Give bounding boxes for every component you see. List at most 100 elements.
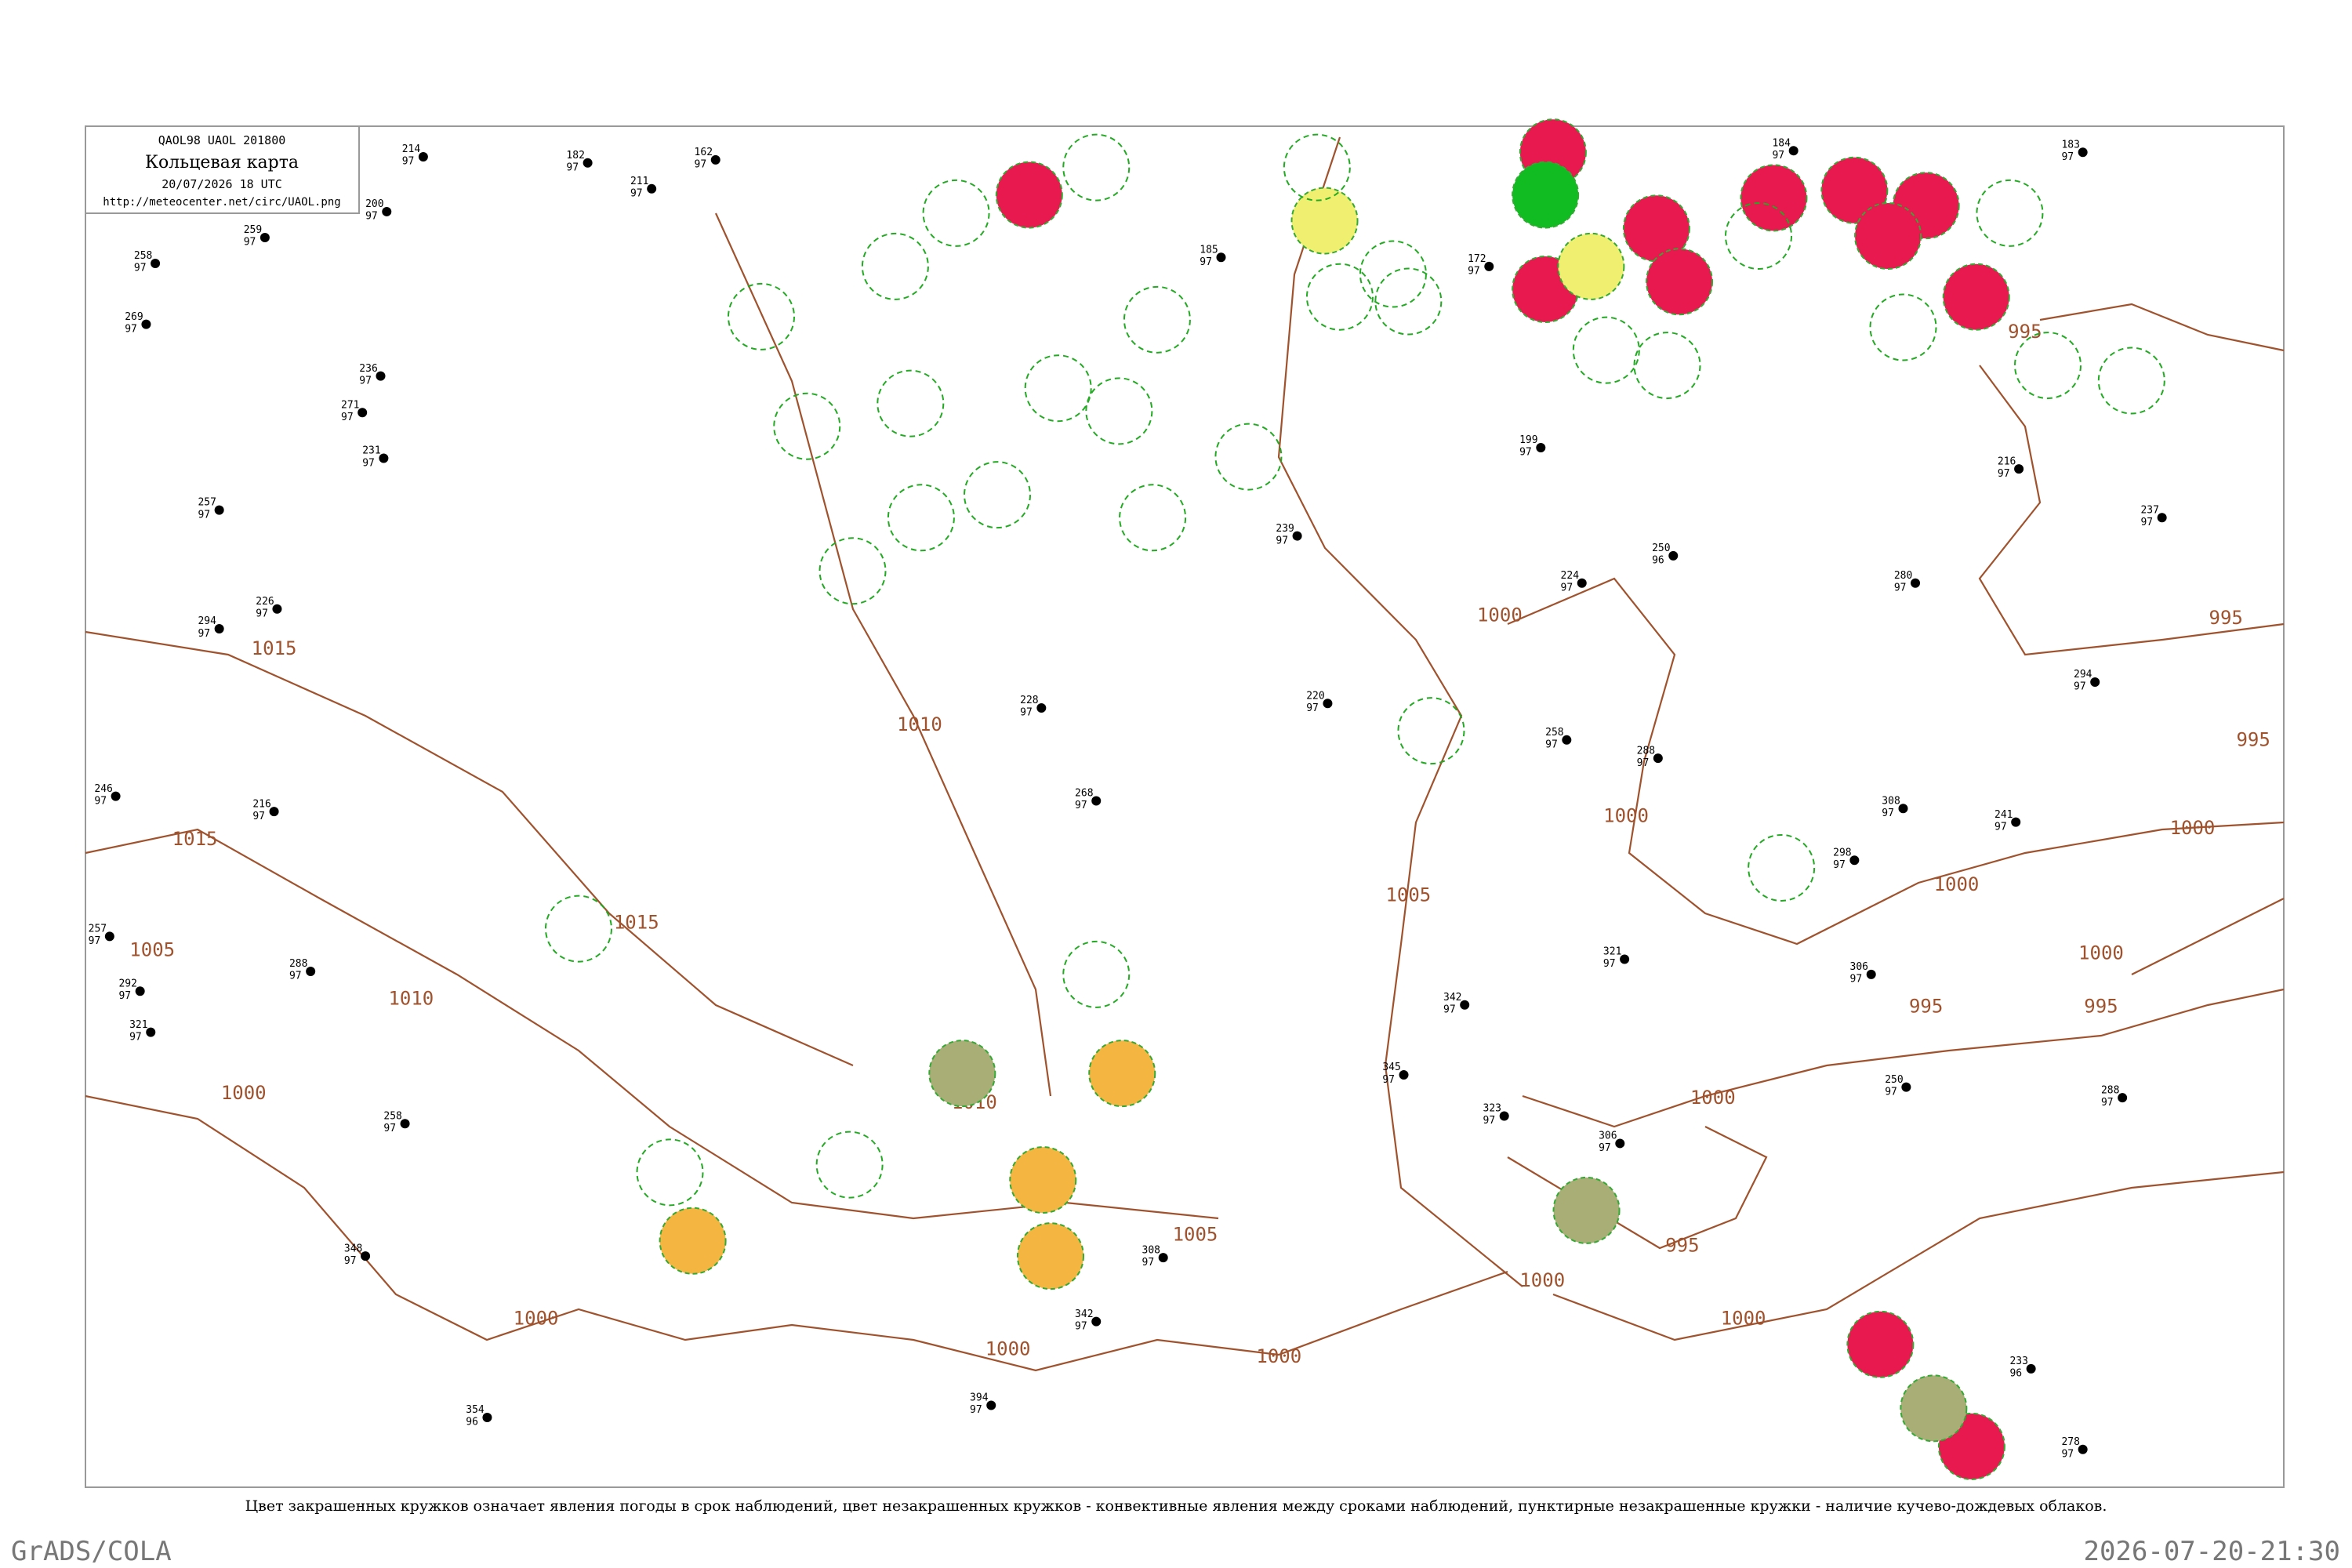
station-value: 185 [1200,244,1218,256]
station-dot [1620,954,1630,964]
station-dot [306,966,316,976]
station-value: 97 [2101,1097,2114,1109]
station-value: 172 [1468,253,1486,265]
cb-circle [922,179,990,247]
station-value: 321 [129,1019,147,1031]
station-dot [418,152,428,162]
station-dot [111,791,121,801]
station-value: 228 [1020,695,1038,706]
station-value: 97 [1276,535,1288,546]
station-value: 97 [1519,447,1532,459]
station-value: 321 [1603,946,1621,958]
isobar [714,212,1052,1097]
station-value: 258 [383,1110,401,1122]
station-dot [2014,464,2024,474]
station-value: 97 [1850,974,1863,985]
station-value: 97 [566,162,579,174]
station-dot [272,604,282,614]
station-value: 97 [198,628,210,640]
station-value: 97 [359,375,372,387]
cb-circle [1572,316,1640,384]
cb-circle [1976,179,2044,247]
cb-circle [728,282,795,350]
station-value: 97 [1994,821,2007,833]
station-dot [482,1413,492,1423]
cb-circle [773,392,841,460]
station-value: 97 [125,323,137,335]
station-dot [358,408,368,418]
isobar-label: 1000 [1690,1087,1736,1109]
station-dot [2090,677,2100,688]
station-value: 97 [1561,582,1573,593]
weather-circle [659,1207,727,1275]
isobar-label: 1000 [2170,817,2216,839]
station-value: 97 [1998,468,2010,480]
weather-circle [1854,202,1922,270]
station-dot [1091,1316,1102,1327]
station-dot [260,232,270,242]
cb-circle [964,461,1032,529]
cb-circle [1062,133,1131,201]
station-value: 96 [2009,1368,2022,1380]
cb-circle [1123,285,1191,354]
station-value: 306 [1850,961,1868,973]
station-dot [1292,531,1302,541]
station-value: 269 [125,311,143,323]
station-dot [1562,735,1572,745]
station-dot [2026,1363,2036,1374]
station-value: 97 [256,608,268,620]
station-value: 97 [198,509,210,521]
weather-circle [1900,1374,1968,1443]
station-value: 97 [289,971,302,982]
weather-circle [1820,156,1889,224]
station-value: 97 [89,935,101,947]
isobar [2131,898,2285,975]
station-value: 97 [383,1123,396,1134]
station-dot [1499,1111,1509,1121]
station-value: 97 [1772,150,1784,162]
station-value: 200 [365,198,383,210]
isobar-label: 995 [2236,729,2270,751]
station-value: 162 [695,147,713,158]
station-value: 308 [1142,1244,1160,1256]
isobar-label: 1015 [614,912,659,934]
isobar-label: 995 [2209,607,2243,629]
station-value: 257 [198,497,216,509]
isobar-label: 1005 [129,939,175,961]
station-dot [1158,1253,1168,1263]
station-value: 237 [2140,504,2158,516]
footer-right: 2026-07-20-21:30 [2083,1536,2340,1567]
station-dot [151,258,161,268]
station-value: 97 [1882,808,1894,819]
station-value: 97 [94,795,107,807]
station-value: 97 [252,811,265,822]
isobar-label: 1000 [1256,1345,1301,1367]
isobar-label: 1015 [252,637,297,659]
isobar-label: 1010 [388,988,434,1010]
station-value: 220 [1306,690,1324,702]
station-value: 97 [134,263,147,274]
cb-circle [1214,423,1283,491]
station-value: 97 [1200,256,1212,268]
isobar-label: 1000 [221,1082,267,1104]
station-dot [135,986,145,996]
station-value: 288 [289,958,307,970]
isobar [1522,988,2285,1128]
station-value: 97 [362,457,375,469]
station-value: 97 [1603,958,1616,970]
station-value: 96 [466,1417,478,1428]
isobar [2039,303,2285,352]
isobar-label: 995 [1909,995,1943,1017]
station-value: 342 [1075,1308,1093,1320]
station-value: 216 [252,798,270,810]
station-value: 97 [1142,1257,1155,1269]
station-dot [382,206,392,216]
cb-circle [1305,263,1374,331]
isobar-label: 1000 [1721,1308,1766,1330]
station-value: 308 [1882,795,1900,807]
station-value: 97 [1306,702,1319,714]
station-value: 97 [1382,1074,1395,1086]
station-value: 288 [1637,745,1655,757]
isobar-label: 1005 [1385,884,1431,906]
